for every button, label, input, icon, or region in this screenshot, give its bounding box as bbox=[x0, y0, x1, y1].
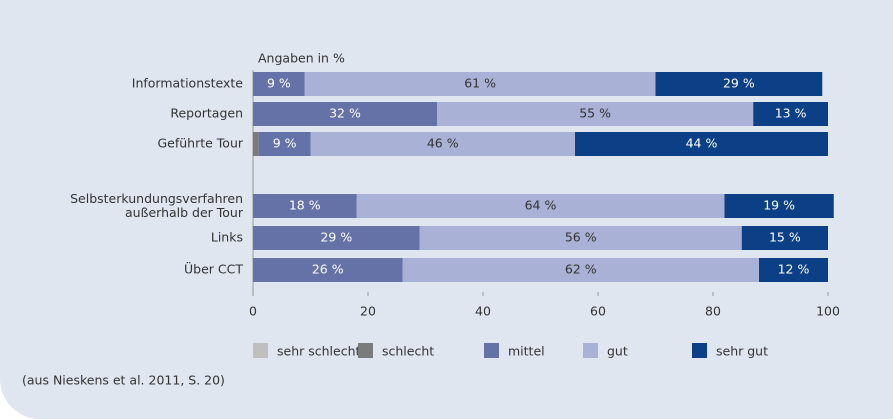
value-label: 61 % bbox=[464, 76, 496, 91]
value-label: 13 % bbox=[775, 106, 807, 121]
legend-label: schlecht bbox=[382, 344, 434, 359]
value-label: 12 % bbox=[778, 262, 810, 277]
bar-segment bbox=[253, 226, 420, 250]
category-label: Informationstexte bbox=[132, 76, 244, 91]
category-label: Geführte Tour bbox=[157, 136, 243, 151]
bar-segment bbox=[402, 258, 759, 282]
x-tick-label: 100 bbox=[816, 304, 840, 319]
bar-segment bbox=[575, 132, 828, 156]
value-label: 29 % bbox=[723, 76, 755, 91]
bar-segment bbox=[304, 72, 656, 96]
value-label: 62 % bbox=[565, 262, 597, 277]
value-label: 9 % bbox=[267, 76, 291, 91]
x-tick-label: 40 bbox=[475, 304, 491, 319]
bar-segment bbox=[253, 102, 437, 126]
legend-swatch bbox=[358, 343, 373, 358]
bar-segment bbox=[253, 132, 259, 156]
value-label: 64 % bbox=[525, 198, 557, 213]
value-label: 26 % bbox=[312, 262, 344, 277]
bar-segment bbox=[655, 72, 823, 96]
legend-swatch bbox=[583, 343, 598, 358]
bar-segment bbox=[437, 102, 754, 126]
bar-segment bbox=[253, 72, 305, 96]
legend-swatch bbox=[253, 343, 268, 358]
category-label: Selbsterkundungsverfahren außerhalb der T… bbox=[70, 191, 244, 220]
bar-segment bbox=[759, 258, 828, 282]
bar-segment bbox=[258, 132, 311, 156]
category-label: Links bbox=[211, 230, 243, 245]
legend-label: mittel bbox=[508, 344, 545, 359]
bar-segment bbox=[253, 194, 357, 218]
x-tick-label: 20 bbox=[360, 304, 376, 319]
legend-swatch bbox=[484, 343, 499, 358]
legend-label: gut bbox=[607, 344, 628, 359]
bar-segment bbox=[753, 102, 828, 126]
value-label: 32 % bbox=[329, 106, 361, 121]
value-label: 55 % bbox=[579, 106, 611, 121]
value-label: 19 % bbox=[763, 198, 795, 213]
x-tick-label: 0 bbox=[249, 304, 257, 319]
value-label: 29 % bbox=[320, 230, 352, 245]
x-tick-label: 80 bbox=[705, 304, 721, 319]
legend-swatch bbox=[692, 343, 707, 358]
bar-segment bbox=[356, 194, 725, 218]
value-label: 56 % bbox=[565, 230, 597, 245]
legend-label: sehr gut bbox=[716, 344, 768, 359]
bar-segment bbox=[419, 226, 742, 250]
category-label: Reportagen bbox=[170, 106, 243, 121]
bar-segment bbox=[253, 258, 403, 282]
legend-label: sehr schlecht bbox=[277, 344, 361, 359]
value-label: 15 % bbox=[769, 230, 801, 245]
value-label: 18 % bbox=[289, 198, 321, 213]
source-note: (aus Nieskens et al. 2011, S. 20) bbox=[22, 373, 225, 388]
bar-segment bbox=[310, 132, 575, 156]
value-label: 46 % bbox=[427, 136, 459, 151]
value-label: 9 % bbox=[273, 136, 297, 151]
category-label: Über CCT bbox=[184, 261, 243, 277]
subtitle: Angaben in % bbox=[258, 51, 345, 66]
value-label: 44 % bbox=[686, 136, 718, 151]
x-tick-label: 60 bbox=[590, 304, 606, 319]
bar-segment bbox=[741, 226, 828, 250]
bar-segment bbox=[724, 194, 834, 218]
